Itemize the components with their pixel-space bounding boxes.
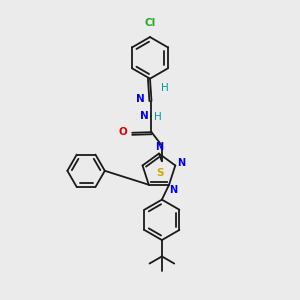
Text: H: H	[161, 83, 169, 93]
Text: Cl: Cl	[144, 18, 156, 28]
Text: O: O	[118, 127, 127, 137]
Text: N: N	[155, 142, 163, 152]
Text: N: N	[140, 111, 148, 121]
Text: N: N	[178, 158, 186, 169]
Text: S: S	[156, 168, 163, 178]
Text: N: N	[169, 185, 177, 195]
Text: N: N	[136, 94, 145, 104]
Text: H: H	[154, 112, 162, 122]
